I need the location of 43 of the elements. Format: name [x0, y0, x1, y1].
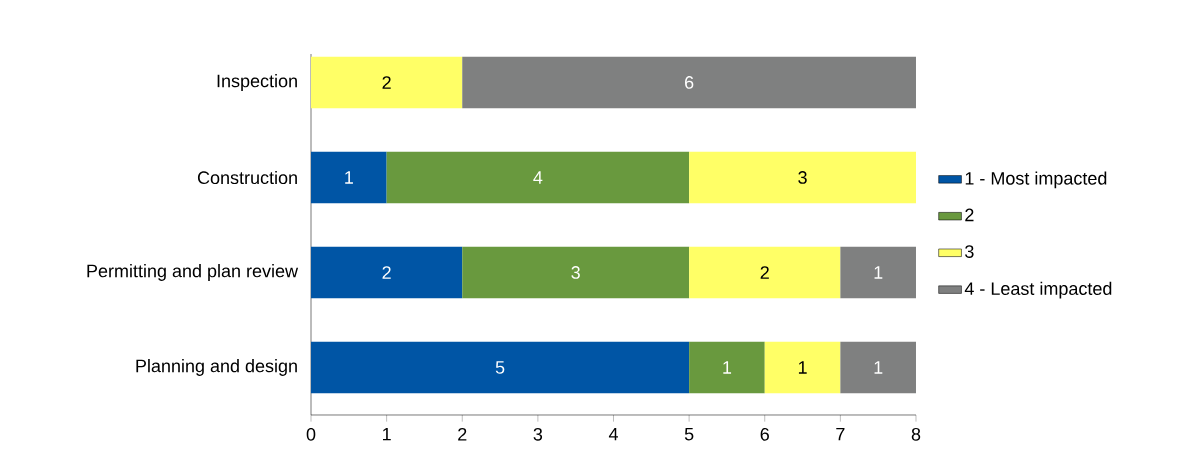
bar	[689, 246, 841, 299]
bar	[386, 151, 690, 204]
data-label: 3	[798, 171, 807, 184]
legend-label: 4 - Least impacted	[964, 281, 1112, 299]
x-tick-label: 4	[608, 427, 618, 441]
y-tick-label: Construction	[197, 170, 297, 185]
x-tick-label: 6	[760, 427, 769, 441]
data-label: 2	[382, 76, 391, 89]
data-label: 1	[798, 361, 807, 374]
data-label: 1	[723, 361, 732, 374]
bar	[689, 341, 765, 394]
legend-label: 2	[965, 208, 974, 222]
x-tick-label: 0	[306, 427, 316, 441]
legend-label: 1 - Most impacted	[965, 171, 1107, 189]
x-tick-label: 2	[458, 427, 467, 441]
bar	[311, 56, 463, 109]
x-tick-label: 8	[911, 427, 921, 441]
data-label: 1	[874, 266, 883, 279]
data-label: 3	[571, 266, 580, 279]
x-tick-label: 7	[836, 427, 845, 441]
x-tick-label: 1	[383, 427, 391, 441]
bar	[462, 246, 690, 299]
bar	[311, 341, 690, 394]
data-label: 4	[533, 171, 543, 184]
bar	[311, 246, 463, 299]
bar	[689, 151, 916, 204]
data-label: 1	[874, 361, 883, 374]
y-tick-label: Inspection	[217, 74, 297, 91]
x-tick-label: 3	[533, 427, 543, 441]
bar	[840, 341, 916, 394]
data-label: 6	[685, 76, 694, 89]
legend-label: 3	[965, 245, 974, 258]
data-label: 5	[495, 361, 505, 374]
y-tick-label: Planning and design	[136, 359, 297, 376]
x-tick-label: 5	[684, 427, 694, 441]
bar	[764, 341, 841, 394]
bar	[462, 56, 916, 109]
data-label: 2	[760, 266, 769, 279]
data-label: 1	[345, 171, 353, 184]
bar	[311, 151, 387, 204]
bar	[840, 246, 916, 299]
data-label: 2	[382, 266, 391, 279]
y-tick-label: Permitting and plan review	[87, 264, 299, 281]
